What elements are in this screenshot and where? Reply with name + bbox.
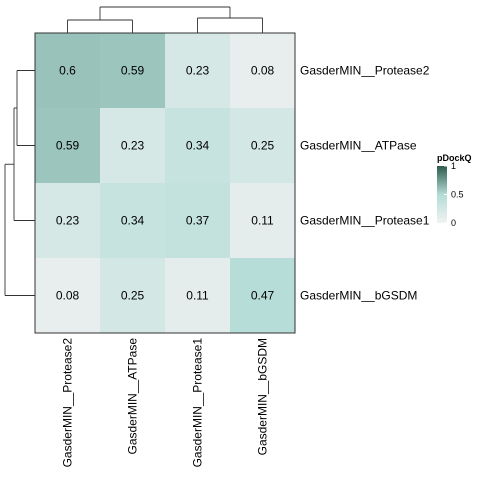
cell-value-label: 0.47 bbox=[251, 289, 275, 303]
column-label: GasderMIN__bGSDM bbox=[256, 338, 270, 455]
cell-value-label: 0.59 bbox=[56, 139, 80, 153]
legend-tick-label: 0.5 bbox=[451, 190, 464, 200]
cell-value-label: 0.6 bbox=[59, 64, 76, 78]
heatmap-cell bbox=[165, 108, 230, 183]
row-dendrogram bbox=[4, 70, 35, 296]
row-label: GasderMIN__Protease1 bbox=[300, 214, 430, 228]
cell-value-labels: 0.6 0.59 0.23 0.08 0.59 0.23 0.34 0.25 0.23 0.34 0… bbox=[56, 64, 275, 303]
cell-value-label: 0.23 bbox=[186, 64, 210, 78]
heatmap-cell bbox=[35, 183, 100, 258]
row-label: GasderMIN__bGSDM bbox=[300, 289, 417, 303]
heatmap-cell bbox=[230, 183, 295, 258]
cell-value-label: 0.08 bbox=[251, 64, 275, 78]
cell-value-label: 0.59 bbox=[121, 64, 145, 78]
heatmap-cell bbox=[35, 108, 100, 183]
heatmap-cell bbox=[100, 33, 165, 108]
heatmap-cell bbox=[230, 33, 295, 108]
row-label: GasderMIN__Protease2 bbox=[300, 64, 430, 78]
cell-value-label: 0.08 bbox=[56, 289, 80, 303]
heatmap-cell bbox=[230, 258, 295, 333]
heatmap-border bbox=[34, 32, 296, 334]
heatmap-cell bbox=[230, 108, 295, 183]
heatmap-cell bbox=[35, 258, 100, 333]
heatmap-cell bbox=[165, 183, 230, 258]
heatmap-cell bbox=[35, 33, 100, 108]
legend-color-bar bbox=[437, 166, 447, 223]
heatmap-cell bbox=[100, 183, 165, 258]
heatmap-cell bbox=[100, 258, 165, 333]
heatmap-cell bbox=[100, 108, 165, 183]
cell-value-label: 0.34 bbox=[186, 139, 210, 153]
cell-value-label: 0.11 bbox=[251, 214, 274, 228]
row-label: GasderMIN__ATPase bbox=[300, 139, 417, 153]
column-labels: GasderMIN__Protease2 GasderMIN__ATPase Gas… bbox=[61, 338, 270, 468]
heatmap-cells bbox=[34, 32, 296, 334]
column-label: GasderMIN__Protease1 bbox=[191, 338, 205, 468]
legend-tick-label: 0 bbox=[451, 218, 456, 228]
heatmap-cell bbox=[165, 33, 230, 108]
cell-value-label: 0.23 bbox=[56, 214, 80, 228]
legend-tick-label: 1 bbox=[451, 161, 456, 171]
cell-value-label: 0.23 bbox=[121, 139, 145, 153]
heatmap-cell bbox=[165, 258, 230, 333]
cell-value-label: 0.34 bbox=[121, 214, 145, 228]
legend-title: pDockQ bbox=[437, 153, 472, 163]
cell-value-label: 0.11 bbox=[186, 289, 209, 303]
column-label: GasderMIN__ATPase bbox=[126, 338, 140, 455]
row-labels: GasderMIN__Protease2 GasderMIN__ATPase Gas… bbox=[300, 64, 430, 303]
column-dendrogram bbox=[67, 6, 263, 33]
cell-value-label: 0.25 bbox=[121, 289, 145, 303]
cell-value-label: 0.25 bbox=[251, 139, 275, 153]
cell-value-label: 0.37 bbox=[186, 214, 210, 228]
column-label: GasderMIN__Protease2 bbox=[61, 338, 75, 468]
